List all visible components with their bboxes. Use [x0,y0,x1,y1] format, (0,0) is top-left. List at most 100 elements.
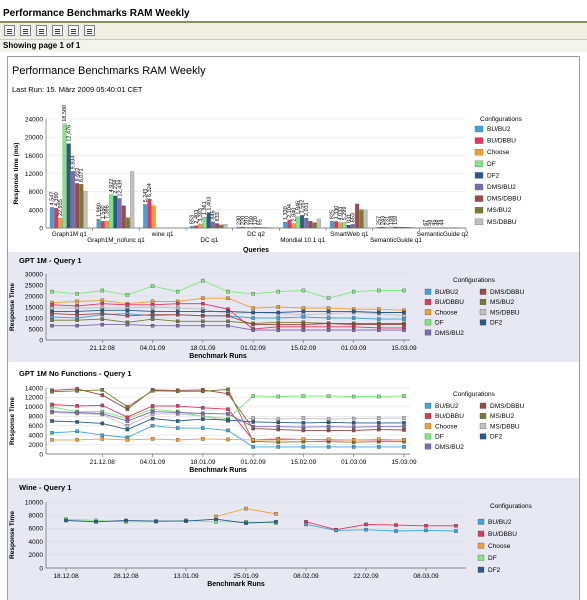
x-tick-label: 15.03.09 [391,345,417,352]
point-df2 [326,420,331,425]
point-dms-bu2 [301,328,306,332]
legend-label-dms-bu2: DMS/BU2 [487,184,516,191]
point-df2 [301,309,306,314]
document-icon[interactable] [4,25,15,36]
legend-swatch-bu-bu2 [424,288,432,295]
point-bu-bu2 [402,317,406,321]
bar-data-label: 3,393 [198,208,204,222]
legend-swatch-df [474,160,484,167]
legend-label-dms-bu2: DMS/BU2 [435,330,464,337]
point-choose [274,512,278,516]
point-dms-bu2 [351,328,356,332]
bar-smartweb-q1-df2 [346,224,351,229]
bar-chart-queries: 0 4000 8000 12000 16000 20000 24000 Response ti… [13,105,523,253]
settings-icon[interactable] [84,25,95,36]
point-bu-bu2 [377,445,381,449]
legend-swatch-ms-dbbu [474,218,484,225]
point-choose [251,438,255,442]
point-ms-bu2 [100,317,105,321]
bar-dc-q2-df2 [253,227,258,229]
point-bu-bu2 [424,528,428,533]
bar-mondial-10-1-q1-ms-dbbu [316,218,321,229]
gpt1m-nofunc-panel [8,365,579,475]
point-ms-dbbu [326,417,331,421]
bar-dc-q1-ms-bu2 [219,224,224,229]
point-ms-bu2 [226,387,230,392]
point-bu-dbbu [125,303,130,307]
point-ms-dbbu [351,416,356,421]
bar-smartweb-q1-df [342,222,347,229]
bar-data-label: 18,580 [62,105,68,122]
y-tick-label: 0 [39,451,43,458]
bar-data-label: 120 [253,216,259,225]
x-tick-label: 01.03.09 [341,345,367,352]
series-line-df [51,280,404,299]
point-dms-bu2 [251,328,255,332]
point-dms-bu2 [301,425,306,429]
bar-data-label: 210 [245,216,251,225]
point-ms-bu2 [226,319,230,324]
legend-swatch-ms-bu2 [479,413,487,419]
legend-swatch-ms-bu2 [474,207,484,214]
x-tick-label: 04.01.09 [140,345,166,352]
point-df2 [377,421,381,425]
point-dms-bu2 [201,411,205,416]
y-tick-label: 4000 [29,432,44,439]
new-page-icon[interactable] [20,25,31,36]
point-df2 [351,421,356,425]
bar-graph1m-nofunc-q1-df [109,194,114,229]
legend-swatch-dms-bu2 [474,183,484,191]
point-ms-dbbu [301,416,306,420]
point-df [175,289,180,294]
x-tick-label: 18.01.09 [190,345,216,352]
y-tick-label: 2000 [29,552,44,559]
bar-data-label: 2,234 [113,180,119,194]
save-icon[interactable] [68,25,79,36]
bar-semanticguide-q1-dms-bu2 [397,226,402,229]
bar-graph1m-nofunc-q1-bu-dbbu [100,221,105,229]
point-ms-bu2 [100,388,105,392]
point-ms-bu2 [50,390,54,394]
point-df [377,288,381,293]
legend-swatch-df2 [479,319,487,326]
bar-dc-q1-bu-bu2 [189,226,194,229]
point-dms-bu2 [75,410,79,415]
bar-semanticguide-q1-df2 [393,226,398,229]
bar-semanticguide-q1-dms-dbbu [401,226,406,229]
point-df2 [377,310,381,315]
point-bu-dbbu [454,524,458,528]
wine-panel [8,478,579,600]
x-tick-label: 25.01.09 [233,573,259,580]
bar-data-label: 6,324 [147,183,153,197]
point-choose [276,305,281,309]
point-choose [377,437,381,442]
legend-swatch-ms-bu2 [479,299,487,305]
point-dms-bu2 [175,410,180,415]
point-choose [244,506,248,511]
point-choose [326,306,331,310]
point-bu-bu2 [100,433,105,437]
point-bu-dbbu [75,404,79,408]
legend-label-ms-bu2: MS/BU2 [490,413,515,420]
bar-data-label: 95 [257,219,263,225]
point-dms-bu2 [226,323,230,328]
point-df [377,394,381,399]
legend-label-ms-bu2: MS/BU2 [490,299,515,306]
bar-data-label: 1,550 [100,205,106,219]
bar-smartweb-q1-bu-dbbu [334,221,339,229]
toolbar [0,23,587,40]
print-icon[interactable] [52,25,63,36]
legend-swatch-df2 [474,172,484,179]
x-tick-label: 18.01.09 [190,459,216,466]
export-icon[interactable] [36,25,47,36]
bar-data-label: 4,547 [50,192,56,206]
x-axis-title: Benchmark Runs [207,581,265,588]
point-dms-dbbu [226,314,230,318]
point-dms-dbbu [326,428,331,433]
point-df [75,292,79,296]
point-choose [301,306,306,310]
point-dms-dbbu [276,322,281,327]
point-choose [50,438,54,442]
x-axis-title: Queries [243,247,269,253]
legend-label-df: DF [435,320,444,327]
